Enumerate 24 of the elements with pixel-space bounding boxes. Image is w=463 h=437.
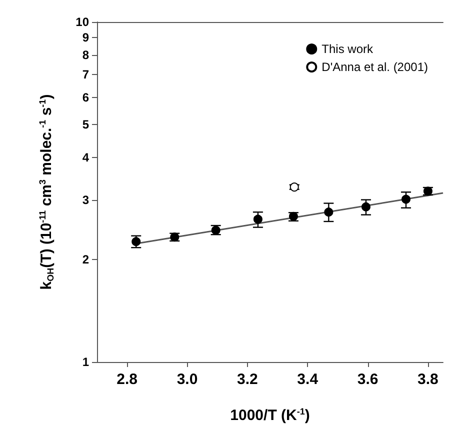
x-tick-label: 3.4 xyxy=(297,371,319,388)
y-tick-label: 4 xyxy=(82,150,90,164)
y-tick-label: 10 xyxy=(76,15,90,29)
y-tick-label: 8 xyxy=(82,48,90,62)
point xyxy=(290,182,299,192)
x-tick-label: 2.8 xyxy=(116,371,138,388)
legend-label: This work xyxy=(322,42,374,56)
legend-label: D'Anna et al. (2001) xyxy=(322,60,428,74)
y-tick-label: 9 xyxy=(82,30,90,45)
y-tick-label: 7 xyxy=(82,68,90,82)
x-tick-label: 3.0 xyxy=(176,371,198,388)
point xyxy=(361,202,370,212)
text: kOH(T) (10-11 cm3 molec.-1 s-1) xyxy=(38,94,56,290)
point xyxy=(253,214,262,224)
x-tick-label: 3.8 xyxy=(418,371,438,388)
x-tick-label: 3.6 xyxy=(357,371,378,388)
y-tick-label: 6 xyxy=(82,90,90,104)
y-tick-label: 2 xyxy=(82,252,90,267)
point xyxy=(324,208,334,217)
point xyxy=(402,194,410,204)
y-tick-label: 3 xyxy=(82,192,90,207)
x-tick-label: 3.2 xyxy=(237,371,258,388)
y-tick-label: 5 xyxy=(82,117,90,132)
y-tick-label: 1 xyxy=(82,355,90,369)
